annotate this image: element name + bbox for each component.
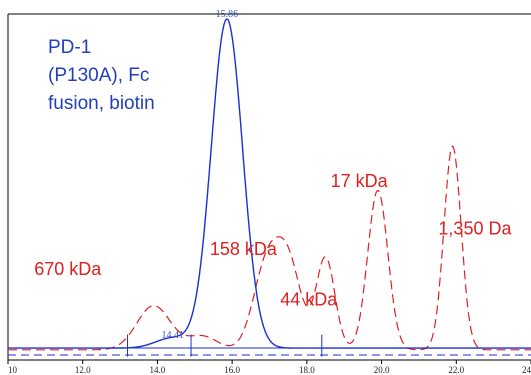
- chart-title-line-1: PD-1: [48, 37, 91, 58]
- standard-trace: [8, 145, 531, 351]
- mw-annotation: 158 kDa: [210, 239, 278, 259]
- peak-retention-label: 14.41: [161, 330, 184, 341]
- x-tick-label: 22.0: [448, 365, 464, 375]
- integration-markers: [127, 334, 323, 357]
- x-tick-label: 14.0: [150, 365, 166, 375]
- x-axis-ticks: 10 12.0 14.0 16.0 18.0 20.0 22.0 24: [7, 360, 531, 375]
- x-tick-label: 12.0: [75, 365, 91, 375]
- chart-title-line-2: (P130A), Fc: [48, 65, 149, 86]
- mw-annotation: 44 kDa: [280, 290, 338, 310]
- mw-annotation: 670 kDa: [34, 259, 102, 279]
- x-tick-label: 16.0: [224, 365, 240, 375]
- mw-annotations: 670 kDa 158 kDa 44 kDa 17 kDa 1,350 Da: [34, 171, 512, 310]
- chart-title-line-3: fusion, biotin: [48, 93, 155, 114]
- sample-trace: [8, 18, 531, 349]
- x-tick-label: 18.0: [299, 365, 315, 375]
- x-tick-label: 20.0: [374, 365, 390, 375]
- mw-annotation: 1,350 Da: [438, 218, 512, 238]
- peak-retention-label: 15.86: [216, 9, 239, 20]
- x-tick-label: 24: [522, 365, 531, 375]
- peak-labels: 15.86 14.41: [161, 9, 238, 341]
- mw-annotation: 17 kDa: [331, 171, 389, 191]
- x-tick-label: 10: [8, 365, 18, 375]
